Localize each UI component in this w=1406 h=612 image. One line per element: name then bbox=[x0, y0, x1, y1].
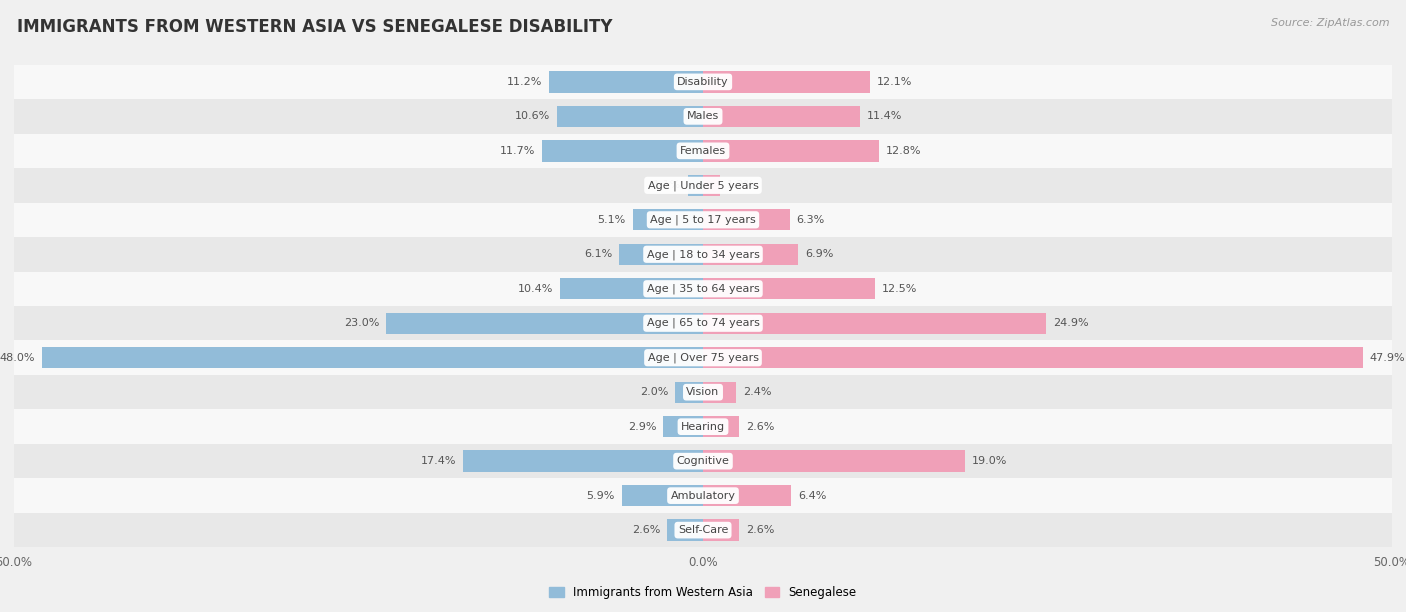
Bar bbox=[42, 347, 703, 368]
Text: 2.9%: 2.9% bbox=[627, 422, 657, 431]
Bar bbox=[14, 306, 1392, 340]
Bar bbox=[14, 272, 1392, 306]
Text: Females: Females bbox=[681, 146, 725, 156]
Text: Source: ZipAtlas.com: Source: ZipAtlas.com bbox=[1271, 18, 1389, 28]
Text: 10.6%: 10.6% bbox=[515, 111, 550, 121]
Text: 12.8%: 12.8% bbox=[886, 146, 922, 156]
Bar bbox=[14, 375, 1392, 409]
Bar bbox=[560, 278, 703, 299]
Text: 5.9%: 5.9% bbox=[586, 491, 614, 501]
Text: 24.9%: 24.9% bbox=[1053, 318, 1088, 328]
Bar bbox=[557, 106, 703, 127]
Bar bbox=[703, 450, 965, 472]
Bar bbox=[14, 65, 1392, 99]
Text: 12.5%: 12.5% bbox=[882, 284, 918, 294]
Bar bbox=[703, 174, 720, 196]
Bar bbox=[703, 209, 790, 231]
Text: 2.4%: 2.4% bbox=[742, 387, 772, 397]
Text: 11.4%: 11.4% bbox=[868, 111, 903, 121]
Bar bbox=[548, 71, 703, 92]
Text: 6.9%: 6.9% bbox=[806, 249, 834, 259]
Text: 2.6%: 2.6% bbox=[745, 525, 775, 535]
Text: Cognitive: Cognitive bbox=[676, 456, 730, 466]
Text: IMMIGRANTS FROM WESTERN ASIA VS SENEGALESE DISABILITY: IMMIGRANTS FROM WESTERN ASIA VS SENEGALE… bbox=[17, 18, 613, 36]
Text: 11.2%: 11.2% bbox=[506, 77, 541, 87]
Bar bbox=[703, 485, 792, 506]
Bar bbox=[14, 513, 1392, 547]
Bar bbox=[703, 278, 875, 299]
Bar bbox=[703, 416, 738, 438]
Bar bbox=[14, 409, 1392, 444]
Text: Hearing: Hearing bbox=[681, 422, 725, 431]
Bar bbox=[14, 340, 1392, 375]
Bar bbox=[463, 450, 703, 472]
Text: Age | Under 5 years: Age | Under 5 years bbox=[648, 180, 758, 190]
Bar bbox=[703, 140, 879, 162]
Text: 6.3%: 6.3% bbox=[797, 215, 825, 225]
Text: 23.0%: 23.0% bbox=[344, 318, 380, 328]
Bar bbox=[619, 244, 703, 265]
Text: 19.0%: 19.0% bbox=[972, 456, 1007, 466]
Bar bbox=[703, 520, 738, 541]
Text: 6.1%: 6.1% bbox=[583, 249, 612, 259]
Text: Disability: Disability bbox=[678, 77, 728, 87]
Bar bbox=[703, 381, 737, 403]
Text: 1.1%: 1.1% bbox=[652, 181, 681, 190]
Text: 17.4%: 17.4% bbox=[420, 456, 457, 466]
Text: Age | 5 to 17 years: Age | 5 to 17 years bbox=[650, 215, 756, 225]
Text: 47.9%: 47.9% bbox=[1369, 353, 1406, 363]
Bar bbox=[633, 209, 703, 231]
Text: 2.0%: 2.0% bbox=[640, 387, 669, 397]
Bar bbox=[14, 444, 1392, 479]
Bar bbox=[541, 140, 703, 162]
Text: Age | 35 to 64 years: Age | 35 to 64 years bbox=[647, 283, 759, 294]
Text: Self-Care: Self-Care bbox=[678, 525, 728, 535]
Text: 1.2%: 1.2% bbox=[727, 181, 755, 190]
Bar bbox=[703, 106, 860, 127]
Bar bbox=[14, 133, 1392, 168]
Text: Males: Males bbox=[688, 111, 718, 121]
Bar bbox=[703, 244, 799, 265]
Text: 10.4%: 10.4% bbox=[517, 284, 553, 294]
Text: 5.1%: 5.1% bbox=[598, 215, 626, 225]
Text: 2.6%: 2.6% bbox=[745, 422, 775, 431]
Text: 6.4%: 6.4% bbox=[799, 491, 827, 501]
Legend: Immigrants from Western Asia, Senegalese: Immigrants from Western Asia, Senegalese bbox=[544, 581, 862, 603]
Bar bbox=[688, 174, 703, 196]
Bar bbox=[387, 313, 703, 334]
Text: 2.6%: 2.6% bbox=[631, 525, 661, 535]
Text: Vision: Vision bbox=[686, 387, 720, 397]
Bar bbox=[668, 520, 703, 541]
Bar bbox=[703, 313, 1046, 334]
Bar bbox=[14, 479, 1392, 513]
Text: Age | Over 75 years: Age | Over 75 years bbox=[648, 353, 758, 363]
Bar bbox=[14, 237, 1392, 272]
Bar bbox=[621, 485, 703, 506]
Bar bbox=[703, 71, 870, 92]
Bar bbox=[675, 381, 703, 403]
Bar bbox=[664, 416, 703, 438]
Bar bbox=[14, 168, 1392, 203]
Text: 48.0%: 48.0% bbox=[0, 353, 35, 363]
Bar bbox=[703, 347, 1362, 368]
Text: Age | 65 to 74 years: Age | 65 to 74 years bbox=[647, 318, 759, 329]
Text: 11.7%: 11.7% bbox=[499, 146, 534, 156]
Text: 12.1%: 12.1% bbox=[876, 77, 912, 87]
Text: Age | 18 to 34 years: Age | 18 to 34 years bbox=[647, 249, 759, 259]
Bar bbox=[14, 99, 1392, 133]
Bar bbox=[14, 203, 1392, 237]
Text: Ambulatory: Ambulatory bbox=[671, 491, 735, 501]
